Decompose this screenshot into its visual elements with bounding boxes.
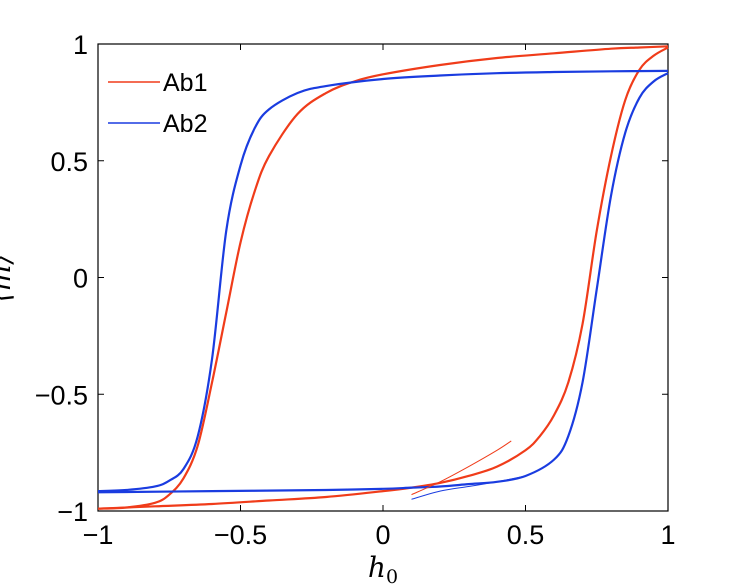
x-tick-label: 1: [660, 520, 675, 550]
curves-layer: [97, 45, 669, 510]
y-axis-title: ⟨m⟩: [0, 254, 17, 302]
series-ab2-minor-branch: [411, 475, 526, 500]
x-tick-label: 0: [375, 520, 390, 550]
ticks-layer: −1 −0.5 0 0.5 1 −1 −0.5 0 0.5 1: [35, 30, 676, 550]
series-ab2-ascending-line: [97, 72, 669, 494]
series-ab1-ascending-line: [97, 46, 669, 510]
y-tick-label: −0.5: [35, 380, 88, 410]
y-tick-label: 0.5: [50, 147, 88, 177]
series-ab1-minor-branch: [411, 440, 512, 496]
y-tick-label: 0: [73, 264, 88, 294]
legend: Ab1 Ab2: [108, 69, 207, 138]
x-tick-label: −1: [83, 520, 114, 550]
y-axis-label: ⟨m⟩: [0, 254, 17, 302]
series-ab2-descending-line: [97, 69, 669, 493]
legend-label-ab2: Ab2: [163, 110, 207, 138]
y-tick-label: −1: [57, 497, 88, 527]
x-axis-title: h0: [368, 551, 398, 585]
x-axis-label: h0: [368, 551, 398, 585]
x-tick-label: 0.5: [507, 520, 545, 550]
series-ab1-descending-line: [97, 45, 669, 510]
y-tick-label: 1: [73, 30, 88, 60]
x-tick-label: −0.5: [214, 520, 267, 550]
legend-label-ab1: Ab1: [163, 69, 207, 97]
